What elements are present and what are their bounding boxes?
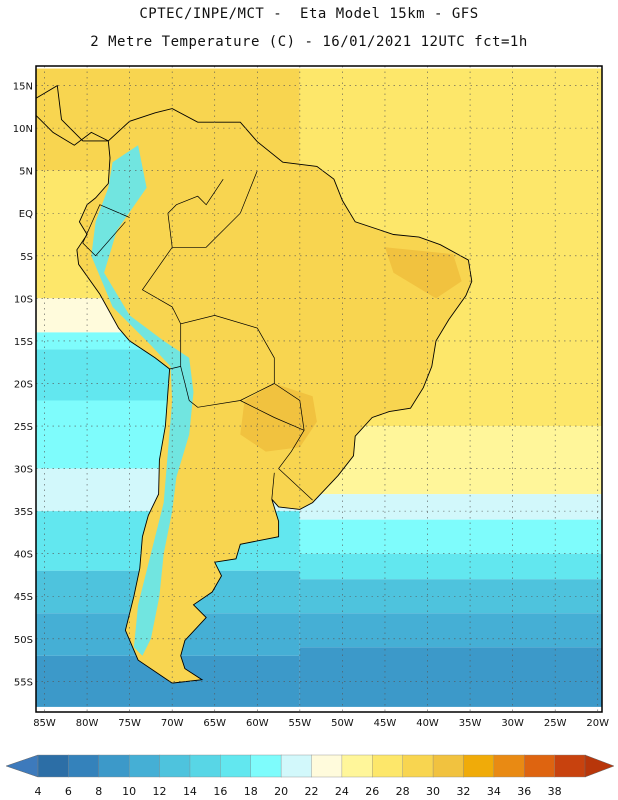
central-america-land [36, 84, 109, 146]
colorbar-label: 26 [365, 785, 379, 798]
lon-label: 35W [459, 718, 482, 729]
atlantic-band-7 [299, 647, 602, 707]
country-border-6 [169, 366, 181, 370]
lat-label: 10S [14, 294, 33, 305]
colorbar-label: 30 [426, 785, 440, 798]
colorbar-swatch [280, 754, 313, 778]
colorbar-label: 16 [213, 785, 227, 798]
lon-label: 80W [76, 718, 99, 729]
colorbar-label: 14 [183, 785, 197, 798]
colorbar-swatch [524, 754, 556, 778]
colorbar-label: 12 [153, 785, 167, 798]
map-title: CPTEC/INPE/MCT - Eta Model 15km - GFS [139, 6, 479, 22]
lon-label: 50W [331, 718, 354, 729]
colorbar-label: 18 [244, 785, 258, 798]
colorbar-swatch [493, 754, 525, 778]
colorbar-swatch [554, 754, 586, 778]
colorbar-swatch [189, 754, 221, 778]
lat-label: 20S [14, 379, 33, 390]
lat-label: 25S [14, 422, 33, 433]
colorbar-swatch [402, 754, 434, 778]
map-frame [35, 65, 603, 713]
lon-label: 70W [161, 718, 184, 729]
colorbar-label: 22 [305, 785, 319, 798]
lon-label: 40W [416, 718, 439, 729]
lat-label: 10N [13, 124, 33, 135]
colorbar-swatch [250, 754, 282, 778]
lon-label: 65W [203, 718, 226, 729]
atlantic-band-6 [299, 613, 602, 648]
lat-label: EQ [19, 209, 33, 220]
colorbar-swatch [220, 754, 252, 778]
hot-region-1 [385, 247, 462, 299]
colorbar-label: 34 [487, 785, 501, 798]
lat-lon-grid [36, 66, 602, 712]
colorbar-swatch [463, 754, 495, 778]
colorbar-label: 8 [95, 785, 102, 798]
colorbar-swatch [311, 754, 343, 778]
lat-label: 55S [14, 677, 33, 688]
country-border-3 [180, 323, 275, 408]
lon-label: 25W [544, 718, 567, 729]
colorbar-swatch [159, 754, 191, 778]
colorbar-swatch [432, 754, 465, 778]
colorbar-swatch [372, 754, 404, 778]
country-border-0 [141, 170, 313, 501]
lat-label: 5S [20, 252, 33, 263]
colorbar-swatch [98, 754, 130, 778]
lat-label: 40S [14, 550, 33, 561]
atlantic-band-4 [299, 553, 602, 580]
hot-region-0 [240, 383, 317, 452]
longitude-labels: 85W 80W 75W 70W 65W 60W 55W 50W 45W 40W 35W 30W 25W 2… [33, 718, 609, 729]
land-field [36, 84, 473, 684]
lat-label: 30S [14, 465, 33, 476]
lat-label: 5N [19, 167, 33, 178]
colorbar-label: 24 [335, 785, 349, 798]
country-border-1 [167, 179, 224, 248]
colorbar-low-arrow [5, 754, 39, 778]
lon-label: 30W [501, 718, 524, 729]
temperature-colorbar: 4 6 8 10 12 14 16 18 20 22 24 26 28 30 32 34 36 38 [5, 754, 615, 798]
colorbar-label: 4 [35, 785, 42, 798]
lon-label: 60W [246, 718, 269, 729]
colorbar-label: 6 [65, 785, 72, 798]
colorbar-swatch [341, 754, 373, 778]
lat-label: 50S [14, 635, 33, 646]
colorbar-label: 32 [456, 785, 470, 798]
atlantic-band-2 [299, 494, 602, 520]
map-subtitle: 2 Metre Temperature (C) - 16/01/2021 12U… [90, 34, 528, 50]
lat-label: 35S [14, 507, 33, 518]
lat-label: 15S [14, 337, 33, 348]
colorbar-label: 20 [274, 785, 288, 798]
country-border-4 [240, 400, 305, 431]
colorbar-swatch [37, 754, 69, 778]
country-border-5 [271, 472, 275, 500]
latitude-labels: 15N 10N 5N EQ 5S 10S 15S 20S 25S 30S 35S 40S 45S 50S 5… [13, 82, 33, 689]
lon-label: 20W [586, 718, 609, 729]
lon-label: 75W [118, 718, 141, 729]
country-border-2 [82, 204, 130, 257]
colorbar-swatch [128, 754, 161, 778]
atlantic-band-3 [299, 519, 602, 554]
lat-label: 15N [13, 82, 33, 93]
lon-label: 45W [374, 718, 397, 729]
andes-cool-strip [91, 145, 194, 656]
colorbar-swatch [68, 754, 100, 778]
lon-label: 55W [289, 718, 312, 729]
colorbar-label: 36 [517, 785, 531, 798]
colorbar-label: 38 [548, 785, 562, 798]
lat-label: 45S [14, 592, 33, 603]
colorbar-high-arrow [584, 754, 615, 778]
colorbar-label: 28 [396, 785, 410, 798]
lon-label: 85W [33, 718, 56, 729]
colorbar-label: 10 [122, 785, 136, 798]
